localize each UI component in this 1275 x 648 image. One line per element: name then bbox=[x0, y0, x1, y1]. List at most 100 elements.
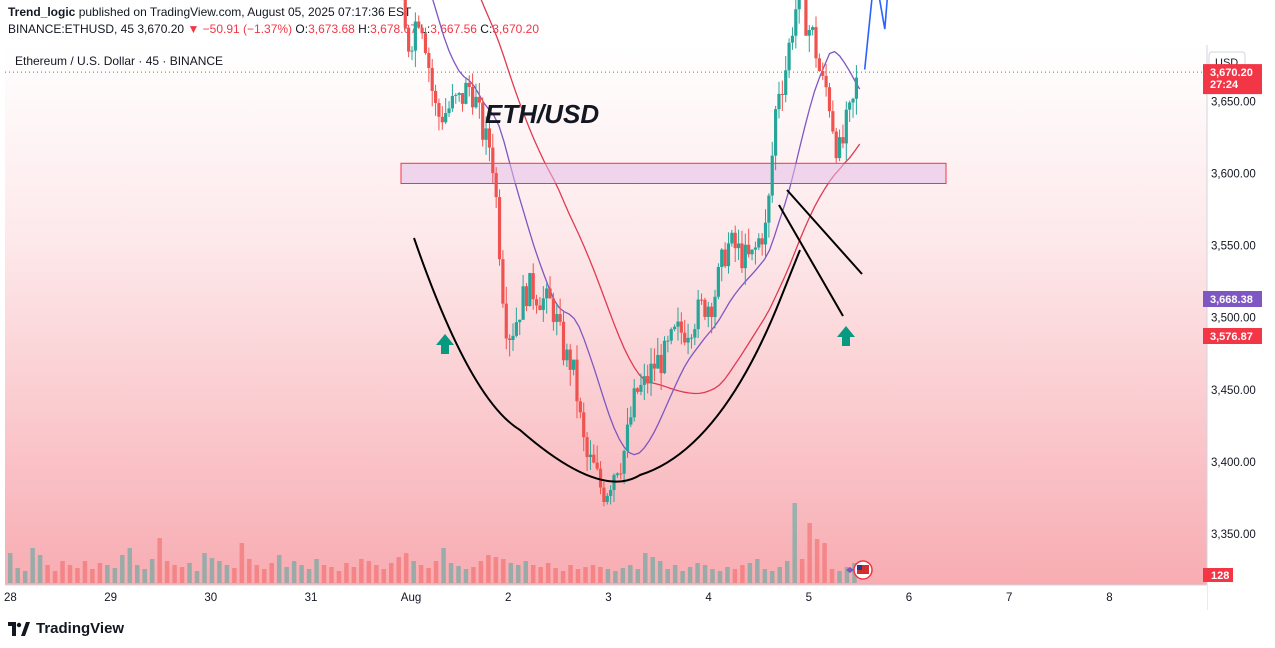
volume-bar bbox=[486, 555, 491, 583]
candle-body bbox=[632, 388, 636, 418]
candle-body bbox=[450, 95, 455, 109]
y-tick-label: 3,400.00 bbox=[1211, 457, 1256, 469]
candle-body bbox=[575, 359, 579, 402]
volume-bar bbox=[344, 563, 349, 583]
change-text: −50.91 (−1.37%) bbox=[202, 22, 293, 36]
close-value: 3,670.20 bbox=[492, 22, 540, 36]
volume-bar bbox=[120, 555, 125, 583]
x-tick-label: 31 bbox=[305, 592, 318, 604]
volume-bar bbox=[844, 567, 850, 583]
volume-bar bbox=[426, 568, 431, 583]
volume-bar bbox=[770, 571, 775, 583]
footer-brand: TradingView bbox=[8, 620, 124, 637]
volume-bar bbox=[463, 569, 469, 583]
volume-bar bbox=[792, 503, 797, 583]
candle-body bbox=[565, 349, 569, 361]
volume-bar bbox=[732, 569, 738, 583]
volume-bar bbox=[15, 568, 20, 583]
up-arrow-icon bbox=[436, 334, 454, 354]
symbol-label: BINANCE:ETHUSD, 45 bbox=[8, 22, 135, 36]
candle-body bbox=[585, 437, 589, 457]
candle-body bbox=[676, 321, 680, 327]
low-value: 3,667.56 bbox=[430, 22, 477, 36]
volume-bar bbox=[650, 557, 655, 583]
candle-body bbox=[487, 128, 492, 148]
volume-bar bbox=[247, 559, 252, 583]
volume-bar bbox=[478, 561, 484, 583]
candle-body bbox=[821, 70, 825, 76]
candle-body bbox=[481, 102, 485, 140]
candle-body bbox=[837, 137, 842, 159]
chart-legend: Ethereum / U.S. Dollar · 45 · BINANCE bbox=[15, 54, 223, 68]
candle-body bbox=[710, 306, 714, 318]
volume-bar bbox=[321, 565, 327, 583]
volume-bar bbox=[149, 559, 155, 583]
volume-bar bbox=[784, 561, 790, 583]
candle-body bbox=[679, 321, 683, 333]
volume-bar bbox=[366, 561, 372, 583]
candle-body bbox=[609, 490, 613, 496]
volume-bar bbox=[605, 569, 611, 583]
volume-bar bbox=[799, 559, 805, 583]
volume-tag-bg bbox=[1203, 568, 1233, 582]
down-arrow-icon: ▼ bbox=[187, 22, 200, 36]
candle-body bbox=[427, 52, 431, 68]
candle-body bbox=[646, 376, 650, 384]
candle-body bbox=[467, 82, 471, 87]
volume-bar bbox=[396, 557, 401, 583]
volume-bar bbox=[179, 567, 185, 583]
up-arrow-icon bbox=[837, 326, 855, 346]
open-value: 3,673.68 bbox=[308, 22, 355, 36]
brand-name[interactable]: TradingView bbox=[36, 620, 125, 637]
x-tick-label: 30 bbox=[204, 592, 217, 604]
candle-body bbox=[696, 299, 700, 330]
candle-body bbox=[491, 147, 495, 174]
candle-body bbox=[730, 232, 734, 244]
volume-bar bbox=[501, 559, 506, 583]
volume-bar bbox=[254, 565, 260, 583]
volume-bar bbox=[314, 559, 319, 583]
volume-bar bbox=[725, 567, 730, 583]
ma-fast-line bbox=[432, 0, 861, 456]
candle-body bbox=[619, 473, 623, 475]
candle-body bbox=[699, 299, 704, 301]
volume-bar bbox=[142, 569, 147, 583]
high-label: H: bbox=[358, 22, 371, 36]
x-tick-label: 7 bbox=[1006, 592, 1012, 604]
candle-body bbox=[760, 238, 764, 245]
volume-bar bbox=[635, 569, 641, 583]
volume-bar bbox=[374, 565, 379, 583]
volume-bar bbox=[643, 553, 648, 583]
volume-bar bbox=[411, 561, 416, 583]
publisher-name[interactable]: Trend_logic bbox=[8, 5, 76, 19]
volume-bar bbox=[814, 539, 820, 583]
volume-bar bbox=[538, 567, 543, 583]
candle-body bbox=[831, 111, 835, 132]
candle-body bbox=[747, 244, 751, 255]
volume-bar bbox=[575, 569, 581, 583]
candle-body bbox=[474, 96, 478, 108]
volume-bar bbox=[276, 555, 282, 583]
candle-body bbox=[531, 273, 535, 300]
volume-bar bbox=[508, 563, 514, 583]
candle-body bbox=[844, 109, 848, 144]
y-tick-label: 3,600.00 bbox=[1211, 168, 1256, 180]
candle-body bbox=[551, 298, 556, 322]
candle-body bbox=[454, 94, 458, 96]
candle-body bbox=[642, 376, 646, 385]
candle-body bbox=[433, 90, 438, 103]
candle-body bbox=[854, 77, 859, 99]
volume-bar bbox=[329, 567, 334, 583]
candle-body bbox=[504, 303, 508, 339]
candle-body bbox=[615, 473, 619, 476]
volume-bar bbox=[710, 569, 715, 583]
candle-body bbox=[598, 468, 603, 488]
candle-body bbox=[629, 417, 633, 425]
volume-bar bbox=[90, 569, 95, 583]
candle-body bbox=[723, 249, 727, 267]
candle-body bbox=[652, 363, 657, 369]
candle-body bbox=[851, 98, 855, 103]
volume-bar bbox=[284, 567, 289, 583]
x-tick-label: 4 bbox=[705, 592, 712, 604]
